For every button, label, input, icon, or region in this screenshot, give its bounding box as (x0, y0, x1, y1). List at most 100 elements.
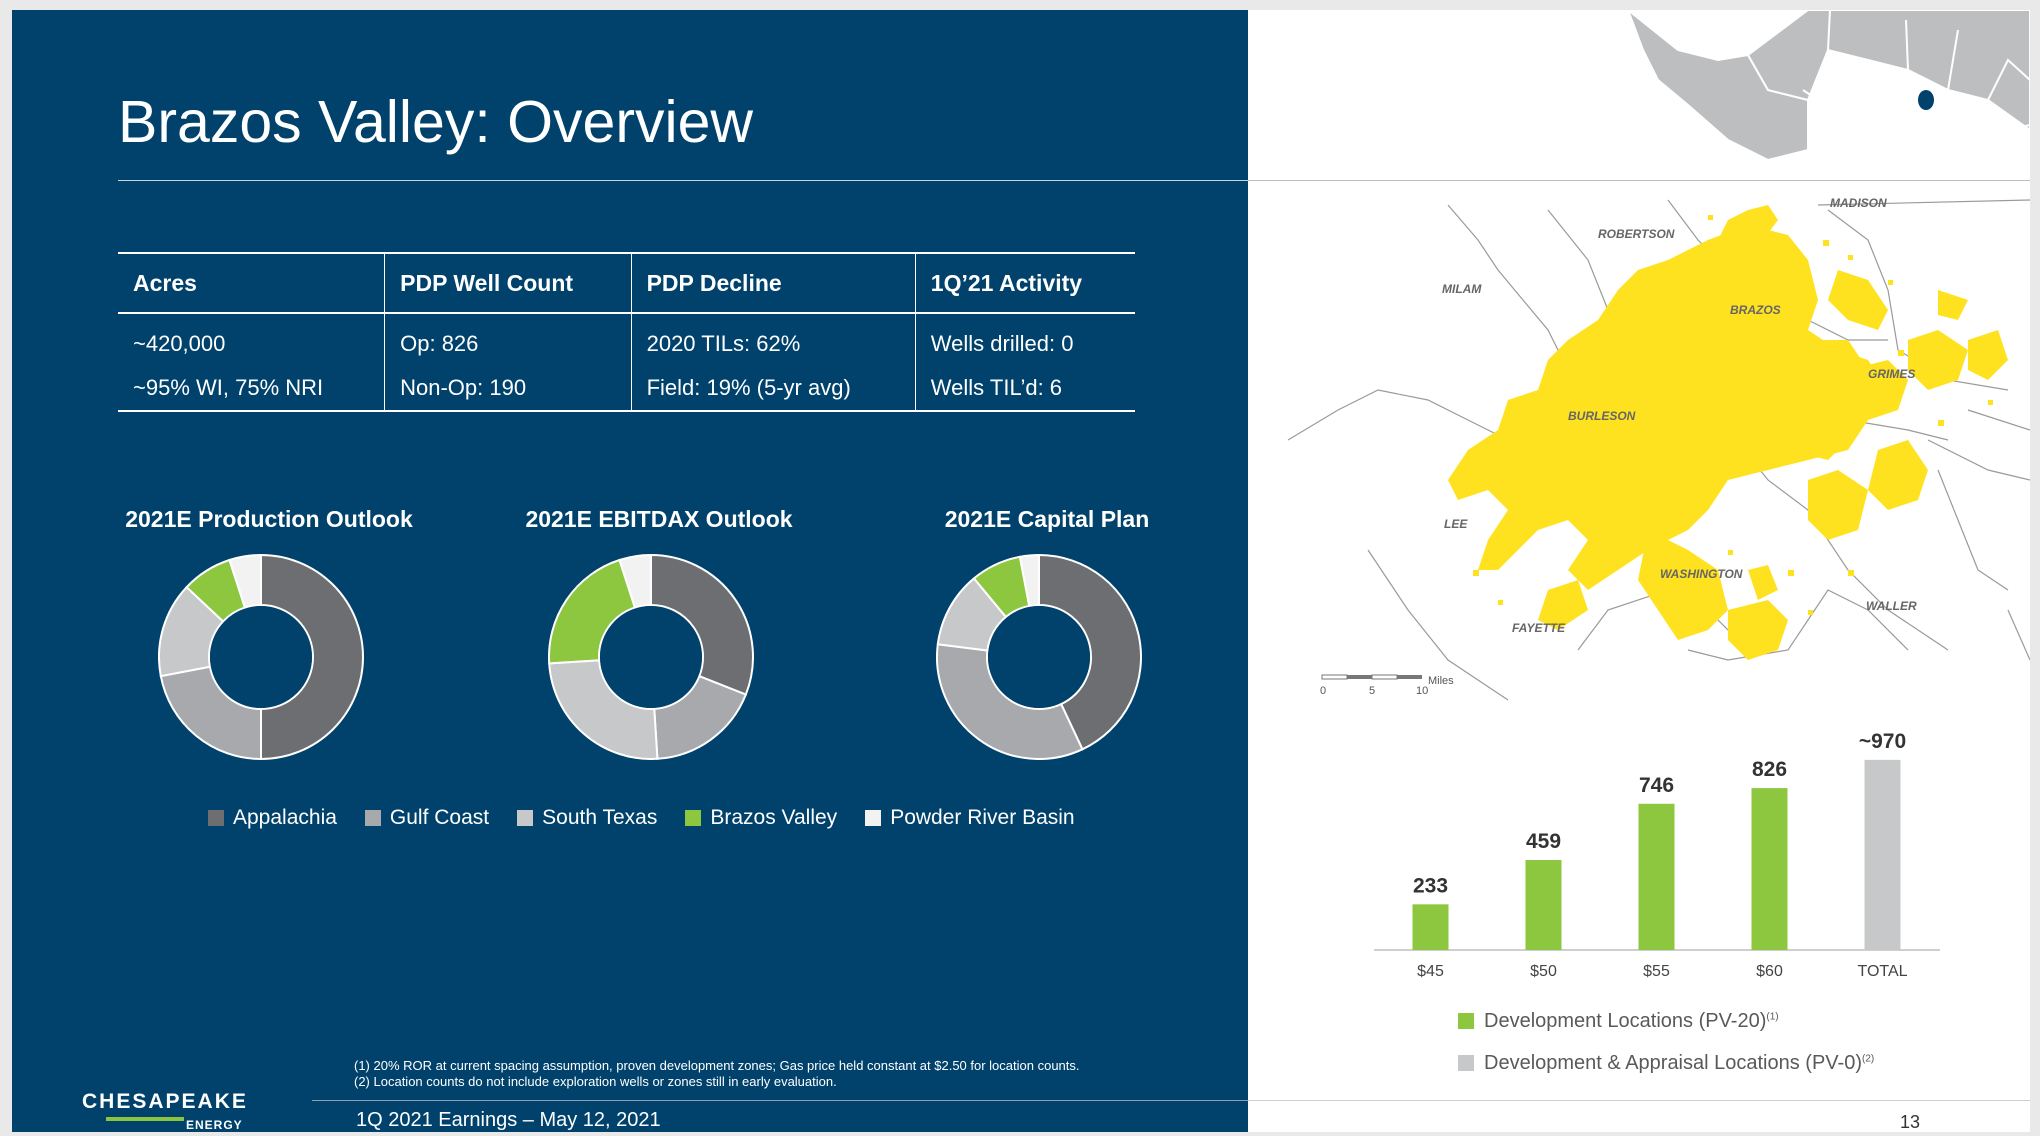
legend-label: Development & Appraisal Locations (PV-0)… (1484, 1051, 1875, 1074)
scale-label-0: 0 (1320, 685, 1326, 697)
scale-label-5: 5 (1369, 685, 1375, 697)
bar-value-label: 459 (1526, 830, 1561, 853)
bar-value-label: 826 (1752, 758, 1787, 781)
legend-label: Appalachia (233, 806, 337, 829)
county-label-brazos: BRAZOS (1730, 303, 1781, 317)
header-activity: 1Q’21 Activity (914, 252, 1135, 314)
donut-slice-appalachia (1038, 554, 1142, 751)
footnotes: (1) 20% ROR at current spacing assumptio… (354, 1058, 1080, 1090)
legend-swatch (685, 810, 702, 826)
bar-category-label: $60 (1756, 963, 1783, 980)
logo-sub: ENERGY (186, 1118, 243, 1132)
legend-item-powder-river-basin: Powder River Basin (865, 806, 1075, 830)
table-cell: Op: 826 (384, 313, 632, 366)
bar-chart-legend: Development Locations (PV-20)(1) Develop… (1458, 1000, 1874, 1084)
county-label-washington: WASHINGTON (1660, 567, 1743, 581)
donut-slice-appalachia (260, 554, 364, 760)
map-divider (1248, 180, 2030, 181)
county-label-madison: MADISON (1830, 196, 1887, 210)
county-label-waller: WALLER (1866, 599, 1917, 613)
footer-divider-right (1248, 1100, 2030, 1101)
page-title: Brazos Valley: Overview (118, 89, 753, 155)
table-cell: 2020 TILs: 62% (630, 313, 916, 366)
texas-inset-map (1626, 10, 2030, 177)
donut-slice-appalachia (650, 554, 754, 696)
donut-slice-gulf-coast (159, 665, 262, 760)
logo-accent-bar (106, 1117, 184, 1121)
acreage-footprint (1448, 205, 2008, 660)
county-label-grimes: GRIMES (1868, 367, 1915, 381)
donut-hole (988, 606, 1090, 708)
legend-swatch (364, 810, 381, 826)
bar-value-label: 746 (1639, 774, 1674, 797)
legend-item-appalachia: Appalachia (208, 806, 337, 830)
county-label-lee: LEE (1444, 517, 1468, 531)
production-outlook-title: 2021E Production Outlook (125, 506, 413, 532)
bar-category-label: $55 (1643, 963, 1670, 980)
acreage-specks (1473, 215, 1993, 615)
ebitdax-outlook-donut (548, 554, 754, 760)
footnote-2: (2) Location counts do not include explo… (354, 1074, 837, 1089)
scale-unit: Miles (1428, 675, 1454, 687)
legend-label: South Texas (542, 806, 658, 829)
bar-marks: 233 $45 459 $50 746 $55 826 $60 ~970 TOTAL (1412, 730, 1908, 980)
development-locations-bar-chart: 233 $45 459 $50 746 $55 826 $60 ~970 TOTAL (1374, 730, 1940, 980)
bar-category-label: $50 (1530, 963, 1557, 980)
table-row: ~420,000 Op: 826 2020 TILs: 62% Wells dr… (118, 313, 1135, 366)
brazos-valley-map: MADISON ROBERTSON MILAM BRAZOS GRIMES BU… (1287, 10, 2030, 701)
donut-hole (600, 606, 702, 708)
map-scale-bar: 0 5 10 Miles (1320, 674, 1454, 697)
legend-item-gulf-coast: Gulf Coast (364, 806, 490, 830)
footnote-1: (1) 20% ROR at current spacing assumptio… (354, 1058, 1080, 1073)
table-cell: Wells drilled: 0 (914, 313, 1135, 366)
bar-category-label: TOTAL (1857, 963, 1907, 980)
county-label-fayette: FAYETTE (1512, 621, 1566, 635)
footer-text: 1Q 2021 Earnings – May 12, 2021 (356, 1109, 661, 1131)
legend-swatch (1458, 1013, 1474, 1029)
capital-plan-donut (936, 554, 1142, 760)
legend-swatch (517, 810, 534, 826)
header-pdp-well-count: PDP Well Count (384, 252, 632, 314)
table-cell: Field: 19% (5-yr avg) (630, 366, 916, 412)
ebitdax-outlook-title: 2021E EBITDAX Outlook (525, 506, 793, 532)
donut-slice-powder-river-basin (618, 554, 652, 609)
chesapeake-logo: CHESAPEAKE ENERGY (82, 1090, 272, 1132)
page-number: 13 (1900, 1112, 1921, 1132)
table-header-row: Acres PDP Well Count PDP Decline 1Q’21 A… (118, 252, 1135, 314)
bar-category-label: $45 (1417, 963, 1444, 980)
footer-divider (312, 1100, 2030, 1101)
table-row: ~95% WI, 75% NRI Non-Op: 190 Field: 19% … (118, 366, 1135, 412)
scale-label-10: 10 (1416, 685, 1428, 697)
bar-2 (1638, 803, 1675, 950)
table-cell: ~95% WI, 75% NRI (118, 366, 385, 412)
donut-legend: Appalachia Gulf Coast South Texas Brazos… (208, 806, 1075, 830)
legend-label: Brazos Valley (710, 806, 838, 829)
county-label-milam: MILAM (1442, 282, 1482, 296)
title-divider (118, 180, 1248, 181)
overview-table: Acres PDP Well Count PDP Decline 1Q’21 A… (118, 252, 1135, 412)
bar-value-label: ~970 (1859, 730, 1906, 753)
county-label-robertson: ROBERTSON (1598, 227, 1675, 241)
bar-3 (1751, 788, 1788, 950)
table-cell: ~420,000 (133, 331, 226, 356)
legend-item-south-texas: South Texas (517, 806, 657, 830)
bar-1 (1525, 860, 1562, 950)
bar-value-label: 233 (1413, 874, 1448, 897)
legend-label: Gulf Coast (389, 806, 490, 829)
bar-0 (1412, 904, 1449, 950)
legend-swatch (208, 810, 224, 826)
logo-name: CHESAPEAKE (82, 1090, 248, 1113)
capital-plan-title: 2021E Capital Plan (944, 506, 1150, 532)
legend-label: Development Locations (PV-20)(1) (1484, 1009, 1779, 1032)
donut-slice-powder-river-basin (228, 554, 262, 609)
legend-item-development-locations: Development Locations (PV-20)(1) (1458, 1000, 1874, 1042)
header-acres: Acres (118, 252, 385, 314)
header-pdp-decline: PDP Decline (630, 252, 916, 314)
bar-4 (1864, 759, 1901, 950)
legend-swatch (1458, 1055, 1474, 1071)
legend-item-brazos-valley: Brazos Valley (685, 806, 837, 830)
table-cell: Wells TIL’d: 6 (914, 366, 1135, 412)
county-label-burleson: BURLESON (1568, 409, 1636, 423)
donut-slice-powder-river-basin (1018, 554, 1040, 608)
donut-slice-south-texas (548, 659, 659, 760)
